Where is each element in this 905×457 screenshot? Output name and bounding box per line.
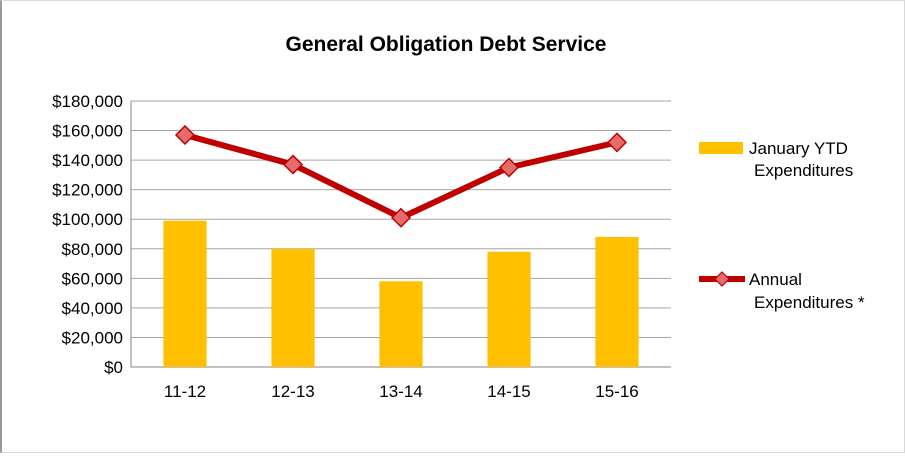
y-tick-label: $100,000 bbox=[52, 210, 123, 229]
y-tick-label: $160,000 bbox=[52, 122, 123, 141]
y-tick-label: $20,000 bbox=[62, 328, 123, 347]
y-axis: $0 $20,000 $40,000 $60,000 $80,000 $100,000 $1… bbox=[52, 92, 132, 377]
bar bbox=[379, 281, 423, 367]
bar bbox=[487, 251, 531, 367]
bar-series bbox=[163, 220, 639, 367]
x-tick-label: 11-12 bbox=[164, 382, 206, 401]
chart-title: General Obligation Debt Service bbox=[286, 33, 607, 56]
x-tick-label: 15-16 bbox=[595, 382, 638, 401]
bar bbox=[595, 236, 639, 367]
y-tick-label: $40,000 bbox=[62, 299, 123, 318]
x-tick-label: 13-14 bbox=[379, 382, 422, 401]
y-tick-label: $180,000 bbox=[52, 92, 123, 111]
line-point bbox=[606, 132, 628, 153]
line-point bbox=[282, 154, 304, 175]
bar bbox=[271, 248, 315, 367]
y-tick-label: $120,000 bbox=[52, 181, 123, 200]
legend-swatch-bar bbox=[699, 142, 743, 154]
x-tick-label: 12-13 bbox=[271, 382, 314, 401]
legend-label-line: Annual Expenditures * bbox=[749, 270, 865, 312]
x-tick-label: 14-15 bbox=[487, 382, 530, 401]
series-line bbox=[182, 131, 620, 221]
y-tick-label: $0 bbox=[104, 358, 123, 377]
y-tick-label: $140,000 bbox=[52, 151, 123, 170]
y-tick-label: $60,000 bbox=[62, 269, 123, 288]
bar bbox=[163, 220, 207, 367]
y-tick-label: $80,000 bbox=[62, 240, 123, 259]
legend: January YTD Expenditures Annual Expenditure… bbox=[699, 139, 865, 312]
line-series bbox=[174, 124, 628, 228]
line-point bbox=[174, 124, 196, 146]
legend-marker bbox=[714, 271, 730, 287]
x-axis: 11-12 12-13 13-14 14-15 15-16 bbox=[164, 382, 639, 401]
legend-label-bar: January YTD Expenditures bbox=[749, 139, 853, 180]
line-point bbox=[390, 207, 412, 228]
line-point bbox=[498, 157, 520, 178]
